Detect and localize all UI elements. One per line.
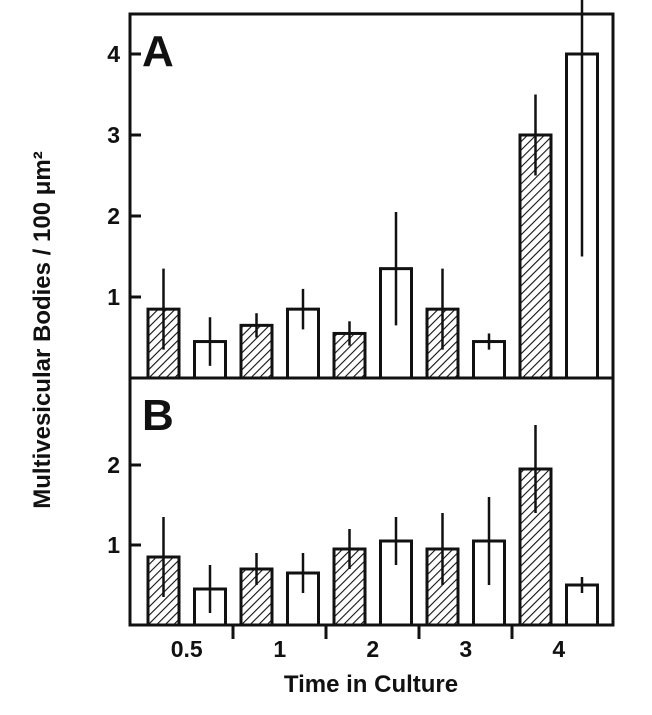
panel-b-label: B (142, 391, 174, 440)
x-tick-label: 4 (552, 636, 565, 662)
plot-frame (128, 12, 615, 627)
x-tick-label: 3 (459, 636, 472, 662)
y-tick-label: 2 (107, 203, 120, 229)
y-tick-label: 4 (107, 41, 120, 67)
bar-hatched (518, 133, 553, 380)
panel-a-label: A (142, 27, 174, 76)
bar-hatched (239, 323, 274, 380)
y-axis-title: Multivesicular Bodies / 100 μm² (29, 151, 56, 508)
bars-layer (146, 0, 599, 627)
y-tick-label: 3 (107, 122, 120, 148)
y-tick-label: 1 (107, 532, 120, 558)
x-axis-title: Time in Culture (284, 671, 458, 698)
x-tick-label: 2 (366, 636, 379, 662)
y-tick-label: 1 (107, 284, 120, 310)
x-tick-label: 1 (273, 636, 286, 662)
y-tick-label: 2 (107, 452, 120, 478)
axis-ticks: 1 2 3 4 1 2 0.5 1 2 3 4 (107, 41, 565, 662)
x-tick-label: 0.5 (171, 636, 203, 662)
